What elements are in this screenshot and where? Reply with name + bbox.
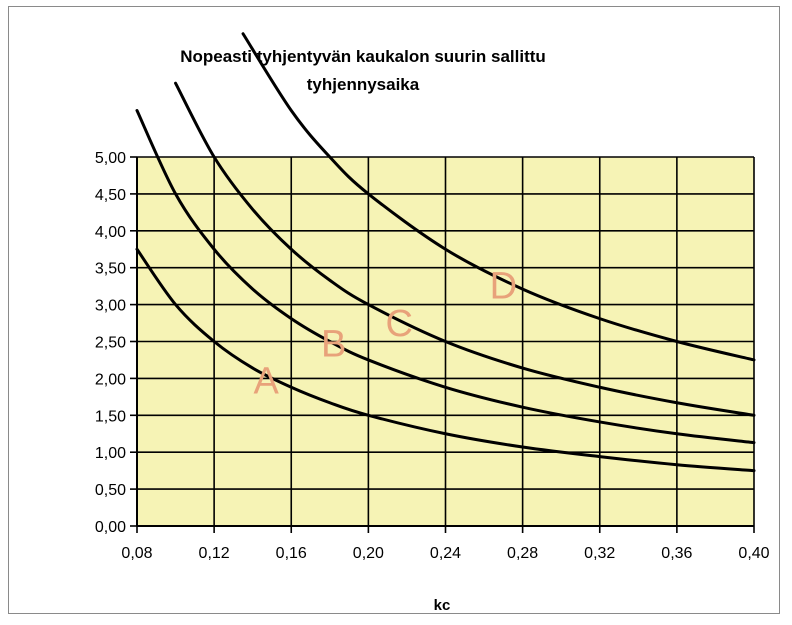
curve-label-c: C — [385, 303, 412, 345]
curve-b — [135, 109, 756, 445]
y-tick-label: 0,00 — [95, 519, 126, 536]
chart-title-line-2: tyhjennysaika — [307, 75, 420, 94]
chart-title-line-1: Nopeasti tyhjentyvän kaukalon suurin sal… — [180, 47, 546, 66]
x-tick-label: 0,12 — [199, 545, 230, 562]
plot-area — [130, 156, 755, 533]
y-tick-label: 4,00 — [95, 224, 126, 241]
y-tick-label: 0,50 — [95, 482, 126, 499]
y-tick-label: 5,00 — [95, 150, 126, 167]
x-tick-label: 0,40 — [738, 545, 769, 562]
x-tick-label: 0,24 — [430, 545, 461, 562]
y-tick-label: 2,00 — [95, 371, 126, 388]
curve-label-b: B — [321, 324, 346, 366]
x-tick-label: 0,28 — [507, 545, 538, 562]
y-tick-label: 1,00 — [95, 445, 126, 462]
curve-label-d: D — [490, 265, 517, 307]
x-tick-label: 0,32 — [584, 545, 615, 562]
y-tick-label: 2,50 — [95, 335, 126, 352]
curves — [135, 32, 756, 473]
chart-svg: AB C D 0,00 0,50 1,00 1,50 2,00 2,50 3,00 3,50 4,0… — [95, 32, 770, 614]
curve-label-a: A — [254, 361, 280, 403]
x-tick-label: 0,36 — [661, 545, 692, 562]
curve-d — [241, 32, 756, 362]
x-tick-label: 0,08 — [121, 545, 152, 562]
y-tick-label: 1,50 — [95, 408, 126, 425]
chart-title: Nopeasti tyhjentyvän kaukalon suurin sal… — [180, 47, 546, 94]
curve-labels: AB C D — [254, 265, 518, 402]
curve-c — [174, 81, 756, 417]
tick-labels: 0,00 0,50 1,00 1,50 2,00 2,50 3,00 3,50 4,00 4,50… — [95, 150, 770, 562]
y-tick-label: 3,50 — [95, 261, 126, 278]
curve-a — [135, 247, 756, 473]
x-axis-label: kc — [434, 597, 451, 614]
x-tick-label: 0,16 — [276, 545, 307, 562]
y-tick-label: 3,00 — [95, 298, 126, 315]
y-tick-label: 4,50 — [95, 187, 126, 204]
x-tick-label: 0,20 — [353, 545, 384, 562]
